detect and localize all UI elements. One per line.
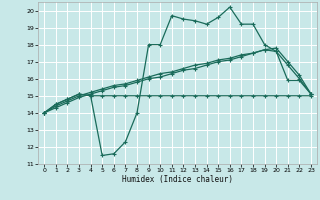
X-axis label: Humidex (Indice chaleur): Humidex (Indice chaleur) [122,175,233,184]
